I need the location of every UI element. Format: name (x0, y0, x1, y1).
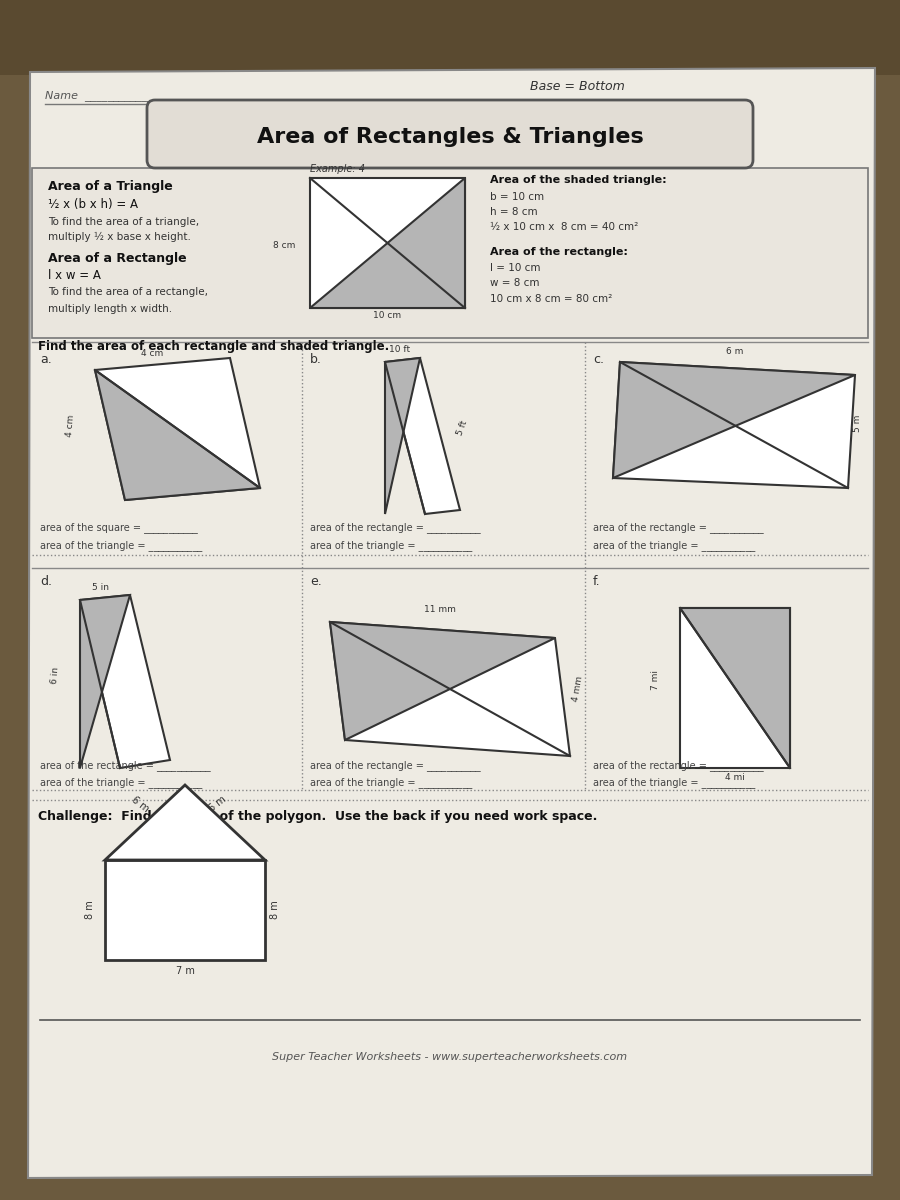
Text: c.: c. (593, 353, 604, 366)
Text: To find the area of a rectangle,: To find the area of a rectangle, (48, 287, 208, 296)
FancyBboxPatch shape (147, 100, 753, 168)
Text: multiply ½ x base x height.: multiply ½ x base x height. (48, 232, 191, 242)
Text: 11 mm: 11 mm (424, 605, 456, 614)
Polygon shape (330, 622, 555, 740)
Polygon shape (95, 358, 260, 500)
Text: area of the triangle = ___________: area of the triangle = ___________ (310, 778, 472, 788)
Bar (310, 178, 465, 308)
Polygon shape (310, 178, 465, 308)
Text: 6 m: 6 m (130, 794, 151, 814)
Bar (0, 0, 900, 74)
Polygon shape (613, 362, 855, 478)
Text: Area of the rectangle:: Area of the rectangle: (490, 247, 628, 257)
Polygon shape (330, 622, 570, 756)
Text: b.: b. (310, 353, 322, 366)
Text: 4 mm: 4 mm (572, 674, 585, 702)
Text: area of the rectangle = ___________: area of the rectangle = ___________ (593, 522, 763, 533)
Polygon shape (28, 68, 875, 1178)
Polygon shape (105, 785, 265, 860)
Text: Find the area of each rectangle and shaded triangle.: Find the area of each rectangle and shad… (38, 340, 389, 353)
Text: a.: a. (40, 353, 52, 366)
Text: 4 mi: 4 mi (725, 773, 745, 782)
Text: 4 cm: 4 cm (65, 414, 76, 437)
Text: 6 in: 6 in (50, 666, 60, 684)
Polygon shape (680, 608, 790, 768)
Text: Example: 4: Example: 4 (310, 164, 365, 174)
Text: area of the rectangle = ___________: area of the rectangle = ___________ (310, 760, 481, 770)
Bar (32, 168, 868, 338)
Text: 8 cm: 8 cm (273, 240, 295, 250)
Text: area of the triangle = ___________: area of the triangle = ___________ (310, 540, 472, 551)
Polygon shape (80, 595, 130, 768)
Text: 7 m: 7 m (176, 966, 194, 976)
Polygon shape (385, 358, 460, 514)
Text: area of the rectangle = ___________: area of the rectangle = ___________ (40, 760, 211, 770)
Text: 10 ft: 10 ft (390, 346, 410, 354)
Text: 6 m: 6 m (726, 347, 743, 356)
Polygon shape (385, 358, 420, 514)
Text: Area of the shaded triangle:: Area of the shaded triangle: (490, 175, 667, 185)
Text: To find the area of a triangle,: To find the area of a triangle, (48, 217, 199, 227)
Text: 10 cm: 10 cm (373, 311, 401, 320)
Text: e.: e. (310, 575, 322, 588)
Polygon shape (680, 608, 790, 768)
Polygon shape (80, 595, 170, 768)
Text: area of the triangle = ___________: area of the triangle = ___________ (593, 540, 755, 551)
Text: area of the rectangle = ___________: area of the rectangle = ___________ (593, 760, 763, 770)
Text: 5 ft: 5 ft (455, 420, 469, 437)
Text: Challenge:  Find the area of the polygon.  Use the back if you need work space.: Challenge: Find the area of the polygon.… (38, 810, 598, 823)
Text: b = 10 cm: b = 10 cm (490, 192, 544, 202)
Text: area of the triangle = ___________: area of the triangle = ___________ (593, 778, 755, 788)
Text: l x w = A: l x w = A (48, 269, 101, 282)
Text: d.: d. (40, 575, 52, 588)
Text: Area of Rectangles & Triangles: Area of Rectangles & Triangles (256, 127, 644, 146)
Text: ½ x (b x h) = A: ½ x (b x h) = A (48, 198, 138, 211)
Text: f.: f. (593, 575, 600, 588)
Text: Area of a Triangle: Area of a Triangle (48, 180, 173, 193)
Text: Super Teacher Worksheets - www.superteacherworksheets.com: Super Teacher Worksheets - www.superteac… (273, 1052, 627, 1062)
Text: area of the square = ___________: area of the square = ___________ (40, 522, 198, 533)
Text: area of the triangle = ___________: area of the triangle = ___________ (40, 540, 202, 551)
Bar (105, 860, 265, 960)
Text: Base = Bottom: Base = Bottom (530, 80, 625, 92)
Text: 7 mi: 7 mi (651, 670, 660, 690)
Text: 5 in: 5 in (92, 583, 109, 592)
Polygon shape (613, 362, 855, 488)
Text: ½ x 10 cm x  8 cm = 40 cm²: ½ x 10 cm x 8 cm = 40 cm² (490, 222, 638, 232)
Text: Area of a Rectangle: Area of a Rectangle (48, 252, 186, 265)
Text: l = 10 cm: l = 10 cm (490, 263, 541, 272)
Text: 6 m: 6 m (207, 794, 228, 814)
Polygon shape (95, 370, 260, 500)
Text: Name  ___________________: Name ___________________ (45, 90, 192, 101)
Text: area of the rectangle = ___________: area of the rectangle = ___________ (310, 522, 481, 533)
Text: 8 m: 8 m (270, 901, 280, 919)
Text: area of the triangle = ___________: area of the triangle = ___________ (40, 778, 202, 788)
Text: 10 cm x 8 cm = 80 cm²: 10 cm x 8 cm = 80 cm² (490, 294, 612, 304)
Text: multiply length x width.: multiply length x width. (48, 304, 172, 314)
Text: 8 m: 8 m (85, 901, 95, 919)
Text: 5 m: 5 m (853, 415, 862, 432)
Text: 4 cm: 4 cm (141, 349, 163, 358)
Text: h = 8 cm: h = 8 cm (490, 206, 537, 217)
Text: w = 8 cm: w = 8 cm (490, 278, 539, 288)
